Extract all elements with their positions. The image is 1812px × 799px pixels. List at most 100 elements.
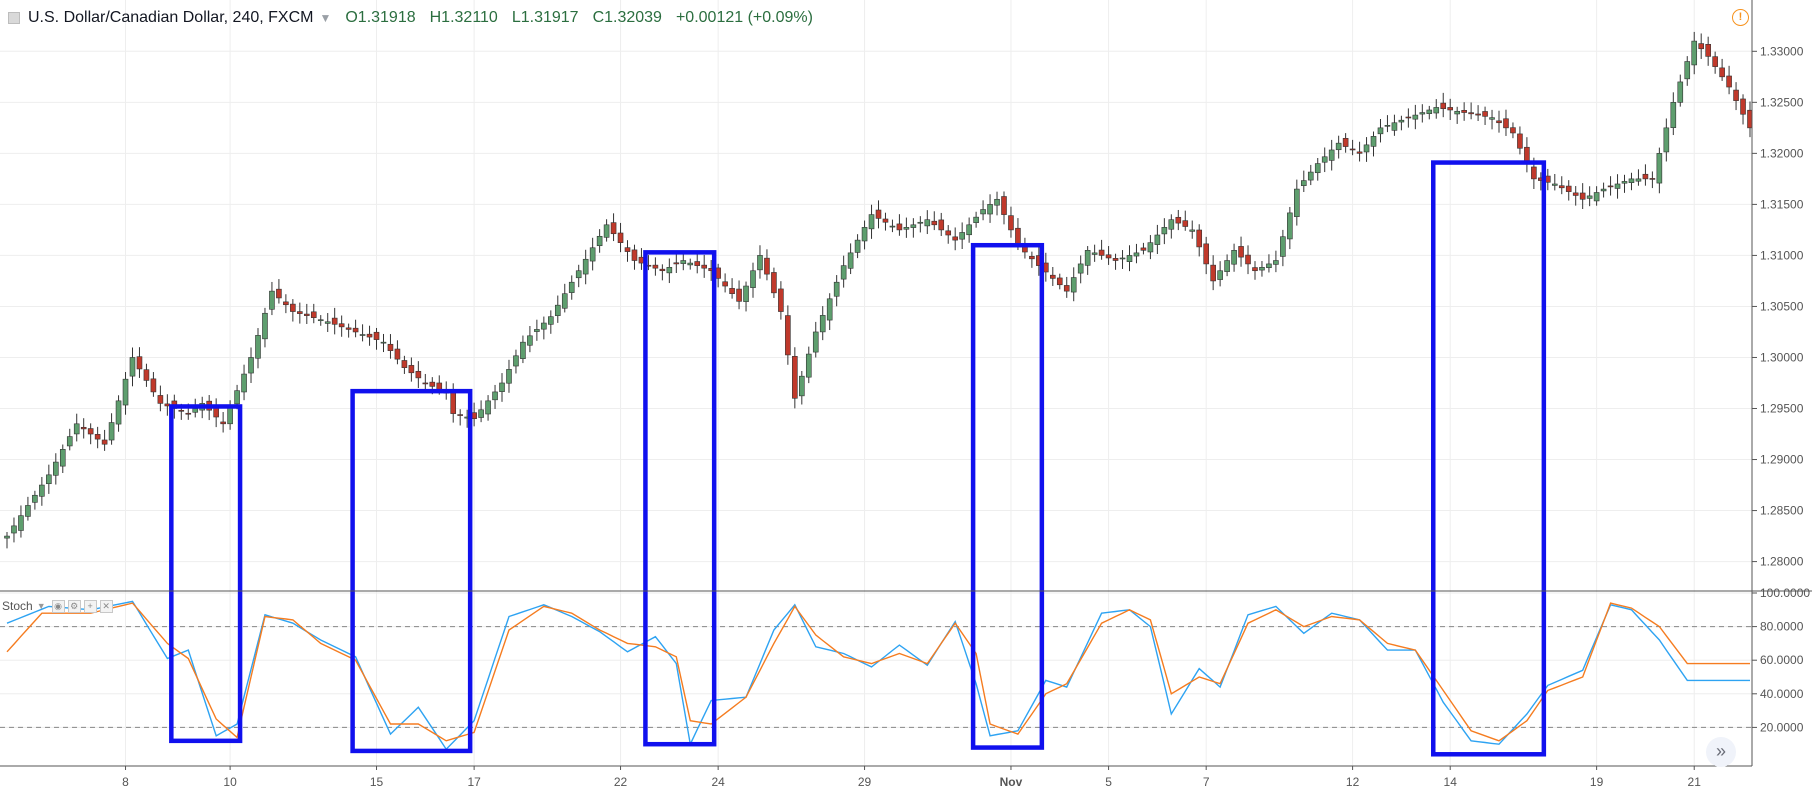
symbol-title[interactable]: U.S. Dollar/Canadian Dollar, 240, FXCM — [28, 9, 314, 26]
candle-body — [938, 219, 945, 231]
chevron-down-icon[interactable]: ▼ — [36, 601, 46, 611]
candle-body — [652, 264, 659, 269]
time-tick-label: 5 — [1105, 775, 1112, 789]
price-change: +0.00121 (+0.09%) — [675, 9, 813, 26]
candle-body — [1475, 113, 1481, 116]
close-icon[interactable]: ✕ — [99, 599, 113, 613]
candle-body — [39, 484, 45, 497]
candle-body — [980, 209, 986, 215]
candle-body — [945, 230, 952, 236]
candle-body — [1454, 110, 1460, 115]
candle-body — [1168, 219, 1175, 230]
candle-body — [1412, 114, 1419, 120]
candle-body — [819, 315, 826, 333]
candle-body — [192, 408, 199, 413]
candle-body — [401, 360, 408, 368]
candle-body — [1126, 255, 1133, 262]
candle-body — [631, 249, 638, 261]
candle-body — [1593, 192, 1600, 202]
warning-icon[interactable]: ! — [1732, 9, 1749, 26]
stoch-tick-label: 60.0000 — [1760, 653, 1804, 667]
time-tick-label: 24 — [711, 775, 725, 789]
candle-body — [1628, 178, 1635, 183]
candle-body — [924, 219, 931, 227]
candle-body — [575, 270, 582, 279]
candle-body — [87, 428, 94, 435]
candle-body — [1391, 122, 1398, 131]
candle-body — [1175, 216, 1182, 224]
candle-body — [987, 204, 993, 215]
candle-body — [673, 262, 680, 265]
candle-body — [373, 331, 380, 340]
price-tick-label: 1.28500 — [1760, 504, 1804, 518]
candle-body — [1510, 127, 1516, 134]
stoch-label[interactable]: Stoch — [2, 599, 33, 613]
candle-body — [785, 315, 791, 356]
candle-body — [1572, 192, 1579, 196]
candle-body — [910, 224, 917, 228]
candle-body — [1607, 185, 1614, 188]
candle-body — [1733, 89, 1739, 101]
candle-body — [129, 357, 136, 377]
candle-body — [1015, 227, 1021, 246]
candle-body — [387, 343, 394, 351]
candle-body — [1558, 185, 1565, 189]
highlight-box — [350, 388, 473, 754]
time-tick-label: 8 — [122, 775, 129, 789]
chart-grid — [0, 0, 1752, 766]
settings-icon[interactable]: ⚙ — [67, 599, 81, 613]
candle-body — [861, 227, 868, 242]
candle-body — [1008, 215, 1014, 231]
candle-body — [1238, 246, 1244, 258]
candle-body — [513, 355, 519, 367]
candle-body — [255, 335, 261, 359]
candle-body — [1119, 257, 1126, 260]
ohlc-close: C1.32039 — [592, 9, 662, 26]
candle-body — [1287, 212, 1293, 240]
candle-body — [324, 321, 331, 324]
candle-body — [1112, 258, 1119, 261]
collapse-square-icon[interactable] — [8, 12, 20, 24]
chart-header: U.S. Dollar/Canadian Dollar, 240, FXCM ▼… — [0, 0, 813, 36]
candle-body — [833, 281, 840, 297]
scroll-to-realtime-icon[interactable]: » — [1706, 737, 1736, 767]
time-tick-label: 21 — [1688, 775, 1702, 789]
candle-body — [1705, 43, 1711, 57]
chevron-down-icon[interactable]: ▼ — [319, 11, 332, 25]
stoch-tick-label: 20.0000 — [1760, 720, 1804, 734]
candle-body — [1377, 127, 1384, 135]
candle-body — [1677, 81, 1684, 103]
candle-body — [1231, 250, 1237, 265]
candle-body — [722, 281, 728, 287]
candle-body — [290, 303, 296, 312]
candle-body — [1203, 243, 1209, 265]
candle-body — [1684, 61, 1691, 80]
highlight-boxes — [169, 160, 1547, 757]
ohlc-open: O1.31918 — [345, 9, 416, 26]
candle-body — [1384, 124, 1391, 127]
add-icon[interactable]: + — [83, 599, 97, 613]
highlight-box — [970, 242, 1045, 750]
candle-body — [994, 198, 1000, 206]
candle-body — [408, 365, 415, 374]
candle-body — [1266, 263, 1272, 269]
candle-body — [359, 334, 366, 336]
candle-body — [59, 449, 66, 467]
candle-body — [227, 406, 233, 425]
eye-icon[interactable]: ◉ — [51, 599, 65, 613]
candle-body — [1517, 133, 1523, 149]
candle-body — [1489, 117, 1495, 120]
candle-body — [338, 323, 345, 328]
time-tick-label: 22 — [614, 775, 628, 789]
candles-layer — [4, 31, 1753, 549]
candle-body — [548, 316, 554, 325]
price-tick-label: 1.29000 — [1760, 453, 1804, 467]
candle-body — [1496, 120, 1502, 124]
candle-body — [1440, 102, 1447, 110]
candle-body — [366, 333, 373, 338]
candle-body — [1196, 229, 1203, 248]
candle-body — [1050, 274, 1056, 279]
candle-body — [973, 216, 979, 223]
candle-body — [66, 436, 73, 447]
